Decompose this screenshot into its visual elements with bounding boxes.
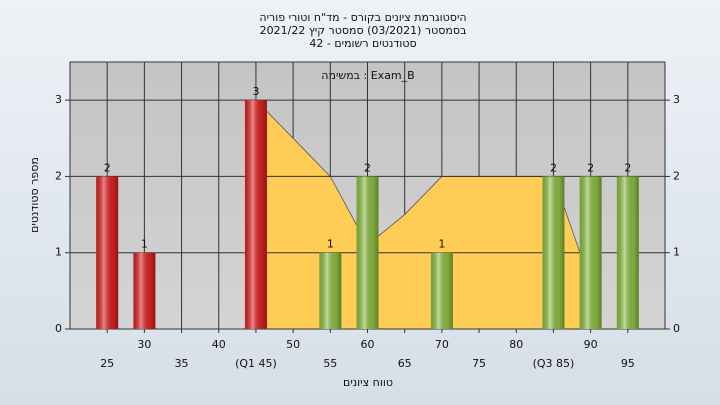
chart-title: היסטוגרמת ציונים בקורס - מד"ח וטורי פורי… bbox=[259, 11, 466, 24]
data-label: 3 bbox=[252, 85, 259, 98]
data-label: 2 bbox=[364, 161, 371, 174]
x-tick-label: 75 bbox=[472, 357, 486, 370]
x-tick-label: 60 bbox=[361, 338, 375, 351]
x-tick-label: 50 bbox=[286, 338, 300, 351]
x-tick-label: 25 bbox=[100, 357, 114, 370]
plot: 0 0 1 1 2 2 3 3 25 2 30 1 35 40 (Q1 45) 3 50 55 1 60 2 65 70 1 7… bbox=[55, 61, 680, 370]
y-tick-label: 1 bbox=[55, 246, 62, 259]
data-label: 1 bbox=[327, 238, 334, 251]
bar-shine bbox=[319, 252, 342, 329]
y-tick-label: 2 bbox=[673, 169, 680, 182]
y-tick-label: 0 bbox=[673, 322, 680, 335]
chart-subtitle: סטודנטים רשומים - 42 bbox=[309, 37, 416, 50]
data-label: 2 bbox=[624, 161, 631, 174]
x-tick-label: 95 bbox=[621, 357, 635, 370]
bar-shine bbox=[356, 176, 379, 329]
x-tick-label: 35 bbox=[175, 357, 189, 370]
data-label: 2 bbox=[550, 161, 557, 174]
x-tick-label: 40 bbox=[212, 338, 226, 351]
bar-shine bbox=[579, 176, 602, 329]
x-tick-label: 80 bbox=[509, 338, 523, 351]
y-axis-label: מספר סטודנטים bbox=[28, 157, 41, 233]
x-tick-label: 30 bbox=[137, 338, 151, 351]
x-tick-label: (Q1 45) bbox=[235, 357, 277, 370]
bar-shine bbox=[96, 176, 119, 329]
x-tick-label: 90 bbox=[584, 338, 598, 351]
y-tick-label: 1 bbox=[673, 246, 680, 259]
data-label: 2 bbox=[104, 161, 111, 174]
x-tick-label: 55 bbox=[323, 357, 337, 370]
x-tick-label: 70 bbox=[435, 338, 449, 351]
x-axis-label: טווח ציונים bbox=[343, 376, 393, 389]
chart-subtitle: בסמסטר (03/2021) סמסטר קיץ 2021/22 bbox=[260, 24, 467, 37]
y-tick-label: 3 bbox=[673, 93, 680, 106]
data-label: 2 bbox=[587, 161, 594, 174]
y-tick-label: 3 bbox=[55, 93, 62, 106]
bar-shine bbox=[430, 252, 453, 329]
x-tick-label: 65 bbox=[398, 357, 412, 370]
bar-shine bbox=[244, 100, 267, 330]
data-label: 1 bbox=[438, 238, 445, 251]
bar-shine bbox=[133, 252, 156, 329]
bar-shine bbox=[542, 176, 565, 329]
x-tick-label: (Q3 85) bbox=[533, 357, 575, 370]
y-tick-label: 0 bbox=[55, 322, 62, 335]
data-label: 1 bbox=[141, 238, 148, 251]
bar-shine bbox=[616, 176, 639, 329]
y-tick-label: 2 bbox=[55, 169, 62, 182]
